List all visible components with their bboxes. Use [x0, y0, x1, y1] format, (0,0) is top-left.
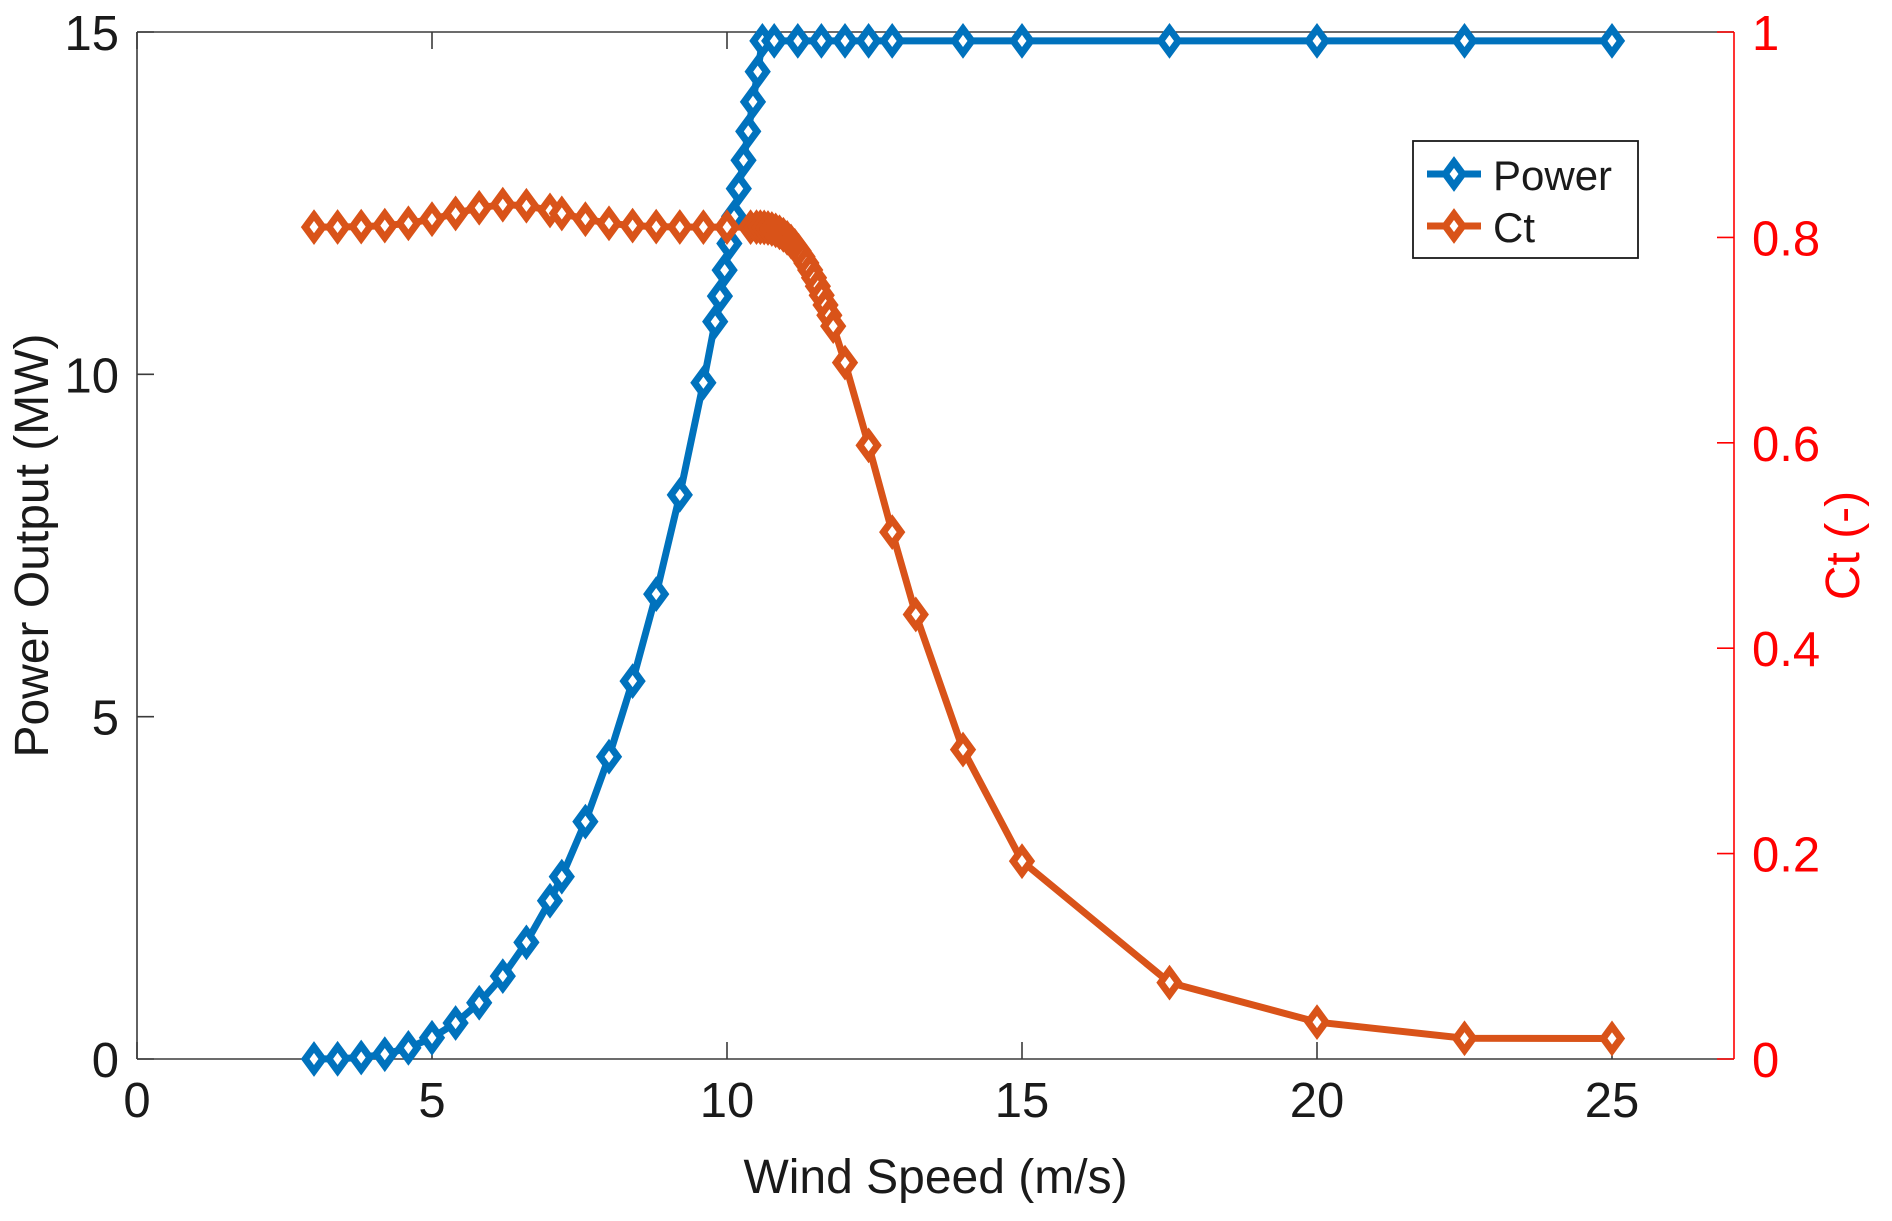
svg-text:5: 5 — [418, 1074, 445, 1128]
svg-text:Ct (-): Ct (-) — [1817, 491, 1870, 600]
svg-text:20: 20 — [1290, 1074, 1345, 1128]
svg-text:0: 0 — [92, 1034, 119, 1088]
svg-text:Power: Power — [1493, 152, 1612, 199]
svg-text:0.4: 0.4 — [1752, 623, 1820, 677]
svg-text:25: 25 — [1585, 1074, 1640, 1128]
svg-text:Power Output (MW): Power Output (MW) — [6, 333, 59, 757]
svg-text:15: 15 — [995, 1074, 1050, 1128]
svg-text:15: 15 — [64, 7, 119, 61]
svg-text:1: 1 — [1752, 7, 1779, 61]
svg-text:0.2: 0.2 — [1752, 829, 1820, 883]
svg-text:0: 0 — [123, 1074, 150, 1128]
svg-text:10: 10 — [700, 1074, 755, 1128]
svg-text:5: 5 — [92, 692, 119, 746]
svg-text:0.6: 0.6 — [1752, 418, 1820, 472]
svg-text:0.8: 0.8 — [1752, 212, 1820, 266]
svg-text:Ct: Ct — [1493, 204, 1535, 251]
svg-text:10: 10 — [64, 349, 119, 403]
svg-text:Wind Speed (m/s): Wind Speed (m/s) — [743, 1151, 1127, 1204]
svg-text:0: 0 — [1752, 1034, 1779, 1088]
